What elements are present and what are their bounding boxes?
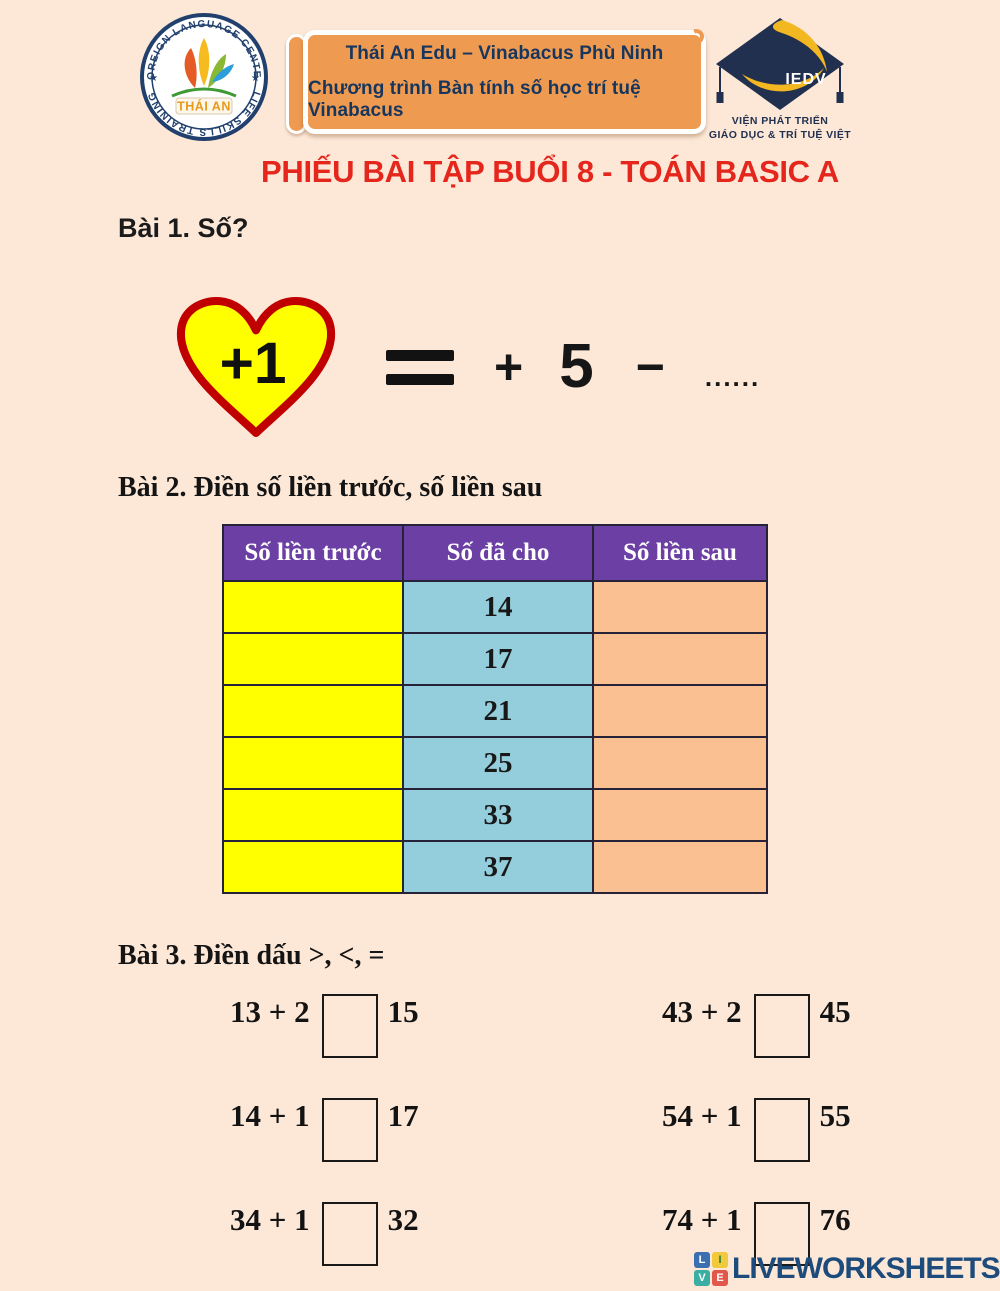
- banner-line-1: Thái An Edu – Vinabacus Phù Ninh: [345, 42, 664, 64]
- iedv-caption-2: GIÁO DỤC & TRÍ TUỆ VIỆT: [708, 129, 852, 141]
- answer-cell-next[interactable]: [592, 580, 768, 634]
- exercise1-heading: Bài 1. Số?: [118, 213, 249, 243]
- iedv-tassel-right: [836, 92, 844, 103]
- expression-text: 14 + 1: [230, 1098, 310, 1133]
- comparison-problem: 34 + 1 32: [230, 1202, 662, 1291]
- comparison-problem: 54 + 1 55: [662, 1098, 890, 1204]
- given-number-cell: 14: [402, 580, 594, 634]
- plus-sign: +: [494, 339, 524, 395]
- banner-line-2: Chương trình Bàn tính số học trí tuệ Vin…: [308, 77, 641, 121]
- answer-cell-next[interactable]: [592, 840, 768, 894]
- answer-box[interactable]: [753, 994, 810, 1058]
- comparison-problem: 74 + 1 76: [662, 1202, 890, 1291]
- thai-an-logo-graphic: FOREIGN LANGUAGE CENTER LIFE SKILLS TRAI…: [134, 4, 268, 141]
- answer-cell-next[interactable]: [592, 632, 768, 686]
- minus-sign: −: [635, 339, 665, 395]
- answer-cell-next[interactable]: [592, 788, 768, 842]
- table-row: 17: [222, 632, 768, 686]
- equals-sign: [386, 349, 454, 385]
- logo-leaves-icon: [184, 38, 234, 88]
- result-text: 17: [387, 1098, 419, 1133]
- answer-blank-dots[interactable]: ......: [704, 362, 761, 392]
- answer-cell-previous[interactable]: [222, 580, 404, 634]
- table-row: 37: [222, 840, 768, 894]
- comparison-problem: 14 + 1 17: [230, 1098, 662, 1204]
- iedv-logo: IEDV VIỆN PHÁT TRIỂN GIÁO DỤC & TRÍ TUỆ …: [702, 14, 858, 142]
- answer-cell-previous[interactable]: [222, 788, 404, 842]
- sequence-table: Số liền trước Số đã cho Số liền sau 14 17 21…: [222, 524, 768, 894]
- comparison-problems: 13 + 2 15 43 + 2 45 14 + 1 17 54 + 1 55 34 + 1 32…: [230, 994, 890, 1291]
- logo-hill-arc: [171, 87, 237, 98]
- program-banner: Thái An Edu – Vinabacus Phù Ninh Chương …: [286, 26, 707, 136]
- liveworksheets-wordmark: LIVEWORKSHEETS: [732, 1252, 1000, 1285]
- result-text: 55: [819, 1098, 851, 1133]
- table-body: 14 17 21 25 33 37: [222, 580, 768, 894]
- letter-tile: E: [712, 1270, 728, 1286]
- result-text: 32: [387, 1202, 419, 1237]
- table-row: 14: [222, 580, 768, 634]
- expression-text: 54 + 1: [662, 1098, 742, 1133]
- result-text: 45: [819, 994, 851, 1029]
- answer-box[interactable]: [753, 1098, 810, 1162]
- exercise2-heading: Bài 2. Điền số liền trước, số liền sau: [118, 472, 543, 503]
- star-icon: ★: [149, 73, 158, 84]
- table-header-cell: Số liền trước: [222, 524, 404, 582]
- letter-tile: I: [712, 1252, 728, 1268]
- table-row: 25: [222, 736, 768, 790]
- answer-cell-next[interactable]: [592, 736, 768, 790]
- result-text: 76: [819, 1202, 851, 1237]
- given-number-cell: 25: [402, 736, 594, 790]
- table-header-cell: Số liền sau: [592, 524, 768, 582]
- iedv-tassel-left: [716, 92, 724, 103]
- banner-body: Thái An Edu – Vinabacus Phù Ninh Chương …: [303, 26, 707, 134]
- page-title: PHIẾU BÀI TẬP BUỔI 8 - TOÁN BASIC A: [261, 154, 839, 189]
- table-header-cell: Số đã cho: [402, 524, 594, 582]
- comparison-problem: 43 + 2 45: [662, 994, 890, 1100]
- comparison-problem: 13 + 2 15: [230, 994, 662, 1100]
- letter-tile: L: [694, 1252, 710, 1268]
- thai-an-logo: FOREIGN LANGUAGE CENTER LIFE SKILLS TRAI…: [134, 4, 270, 142]
- answer-cell-previous[interactable]: [222, 840, 404, 894]
- iedv-caption-1: VIỆN PHÁT TRIỂN: [731, 115, 829, 127]
- expression-text: 34 + 1: [230, 1202, 310, 1237]
- equals-bar: [386, 373, 454, 385]
- expression-text: 74 + 1: [662, 1202, 742, 1237]
- given-number-cell: 37: [402, 840, 594, 894]
- exercise1-equation: +1 + 5 − ......: [168, 288, 760, 446]
- answer-box[interactable]: [321, 994, 378, 1058]
- answer-box[interactable]: [321, 1202, 378, 1266]
- table-row: 33: [222, 788, 768, 842]
- answer-cell-previous[interactable]: [222, 736, 404, 790]
- answer-box[interactable]: [321, 1098, 378, 1162]
- expression-text: 13 + 2: [230, 994, 310, 1029]
- expression-text: 43 + 2: [662, 994, 742, 1029]
- answer-cell-previous[interactable]: [222, 632, 404, 686]
- iedv-swoosh: [742, 68, 824, 92]
- table-header-row: Số liền trước Số đã cho Số liền sau: [222, 524, 768, 582]
- letter-tile: V: [694, 1270, 710, 1286]
- given-number-cell: 33: [402, 788, 594, 842]
- logo-center-text: THÁI AN: [177, 99, 231, 114]
- given-number-cell: 17: [402, 632, 594, 686]
- answer-cell-previous[interactable]: [222, 684, 404, 738]
- given-number-cell: 21: [402, 684, 594, 738]
- equation-number: 5: [559, 332, 594, 401]
- heart-icon: +1: [177, 296, 335, 438]
- answer-box[interactable]: [753, 1202, 810, 1266]
- heart-label: +1: [220, 331, 287, 396]
- logo-name-banner: [175, 97, 233, 115]
- iedv-acronym: IEDV: [785, 71, 826, 88]
- answer-cell-next[interactable]: [592, 684, 768, 738]
- iedv-logo-graphic: IEDV: [716, 18, 844, 110]
- equals-bar: [386, 349, 454, 361]
- star-icon: ★: [251, 73, 260, 84]
- result-text: 15: [387, 994, 419, 1029]
- exercise3-heading: Bài 3. Điền dấu >, <, =: [118, 940, 385, 971]
- iedv-crescent: [772, 20, 827, 72]
- table-row: 21: [222, 684, 768, 738]
